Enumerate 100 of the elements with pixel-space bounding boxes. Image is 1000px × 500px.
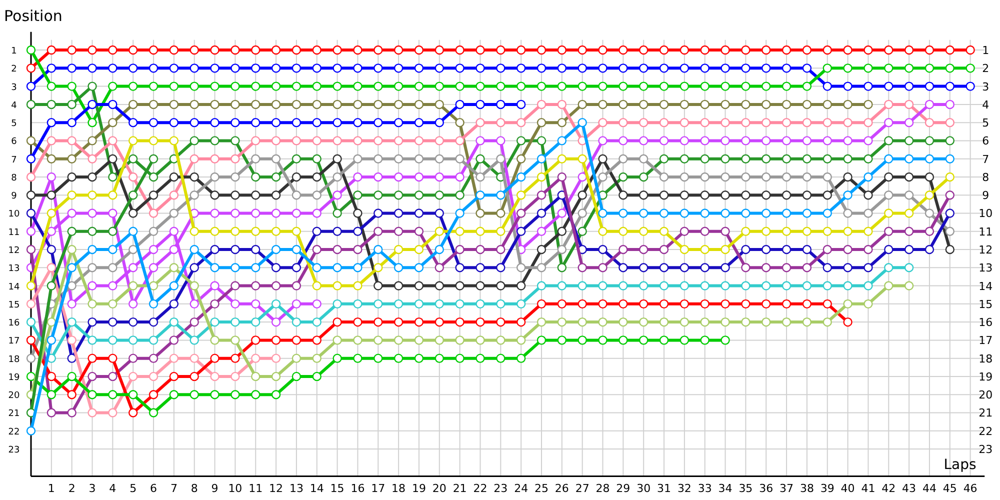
point <box>557 244 567 254</box>
point <box>802 208 812 218</box>
point <box>230 208 240 218</box>
point <box>148 390 158 400</box>
point <box>639 244 648 254</box>
point <box>88 190 97 200</box>
point <box>884 208 894 218</box>
point <box>639 100 648 110</box>
point <box>332 281 342 290</box>
y-tick-label: 21 <box>8 409 20 420</box>
point <box>557 299 567 309</box>
point <box>128 336 138 345</box>
point <box>516 172 526 182</box>
point <box>190 64 199 73</box>
point <box>434 244 444 254</box>
point <box>720 244 730 254</box>
point <box>578 172 587 182</box>
point <box>455 154 464 164</box>
point <box>762 64 771 73</box>
point <box>312 64 322 73</box>
point <box>88 172 97 182</box>
point <box>169 45 179 55</box>
point <box>312 226 322 236</box>
point <box>374 263 383 272</box>
point <box>251 390 260 400</box>
point <box>230 390 240 400</box>
point <box>680 172 690 182</box>
point <box>312 299 322 309</box>
point <box>945 136 954 146</box>
point <box>271 208 281 218</box>
point <box>578 208 587 218</box>
y2-tick-label: 6 <box>982 134 990 148</box>
point <box>128 299 138 309</box>
point <box>26 64 36 73</box>
point <box>271 263 281 272</box>
point <box>332 317 342 327</box>
point <box>741 82 750 91</box>
point <box>88 208 97 218</box>
point <box>108 118 118 128</box>
point <box>720 154 730 164</box>
point <box>720 226 730 236</box>
point <box>945 154 954 164</box>
point <box>476 45 485 55</box>
x-tick-label: 46 <box>963 482 978 495</box>
point <box>578 226 587 236</box>
point <box>782 82 792 91</box>
point <box>700 45 710 55</box>
point <box>741 317 750 327</box>
point <box>414 317 424 327</box>
point <box>88 64 97 73</box>
point <box>822 317 832 327</box>
point <box>434 172 444 182</box>
point <box>148 82 158 91</box>
point <box>108 136 118 146</box>
point <box>292 45 302 55</box>
point <box>782 45 792 55</box>
point <box>904 244 914 254</box>
point <box>536 136 546 146</box>
point <box>230 317 240 327</box>
point <box>46 45 56 55</box>
point <box>680 82 690 91</box>
point <box>108 190 118 200</box>
y2-tick-label: 21 <box>978 406 993 420</box>
y2-tick-label: 1 <box>982 44 990 58</box>
point <box>598 154 608 164</box>
point <box>271 390 281 400</box>
point <box>210 299 220 309</box>
point <box>618 82 628 91</box>
y2-tick-label: 8 <box>982 170 990 184</box>
point <box>374 281 383 290</box>
point <box>210 154 220 164</box>
point <box>639 336 648 345</box>
point <box>394 64 404 73</box>
point <box>680 190 690 200</box>
point <box>762 190 771 200</box>
point <box>618 317 628 327</box>
point <box>374 64 383 73</box>
point <box>741 154 750 164</box>
point <box>210 281 220 290</box>
point <box>271 45 281 55</box>
point <box>741 263 750 272</box>
point <box>598 244 608 254</box>
point <box>578 336 587 345</box>
x-tick-label: 34 <box>718 482 732 495</box>
point <box>557 208 567 218</box>
point <box>536 244 546 254</box>
point <box>455 281 464 290</box>
point <box>312 372 322 382</box>
point <box>536 299 546 309</box>
point <box>639 118 648 128</box>
point <box>680 118 690 128</box>
point <box>210 100 220 110</box>
point <box>374 136 383 146</box>
point <box>414 354 424 363</box>
x-tick-label: 35 <box>738 482 753 495</box>
point <box>46 317 56 327</box>
point <box>148 336 158 345</box>
point <box>884 45 894 55</box>
x-tick-label: 2 <box>68 482 76 495</box>
y-tick-label: 18 <box>8 354 20 365</box>
